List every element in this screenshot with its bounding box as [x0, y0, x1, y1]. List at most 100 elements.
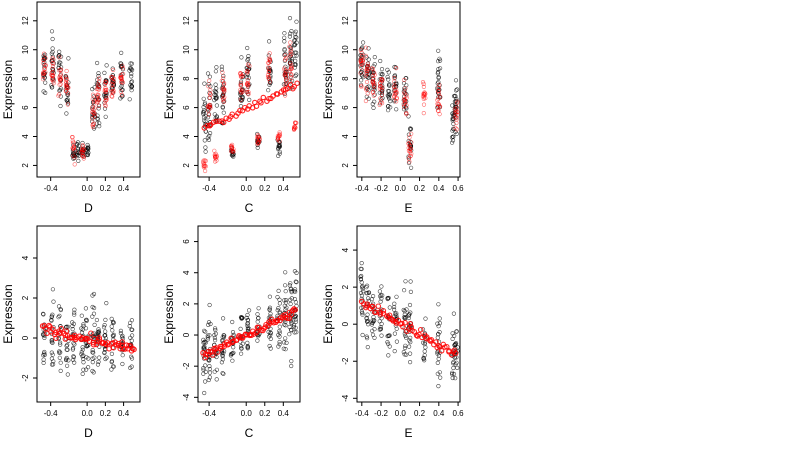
trend-point [219, 343, 225, 350]
data-point [436, 101, 441, 106]
data-point [83, 317, 89, 323]
data-point [453, 362, 458, 367]
trend-point [380, 308, 387, 314]
data-point [111, 332, 116, 338]
data-point [206, 137, 212, 142]
data-point [386, 295, 391, 301]
data-point [81, 147, 86, 152]
data-point [57, 77, 63, 82]
data-point [202, 390, 207, 396]
data-point [239, 351, 244, 356]
data-point [72, 162, 77, 167]
data-point [436, 324, 441, 329]
data-point [284, 69, 289, 74]
data-point [64, 84, 69, 89]
x-tick-label: 0.2 [100, 184, 112, 193]
data-point [277, 328, 282, 334]
data-point [288, 60, 293, 66]
trend-point [96, 336, 103, 343]
data-point [96, 87, 101, 92]
trend-point [262, 324, 268, 330]
x-tick-label: 0.4 [433, 409, 445, 418]
data-point [293, 58, 298, 64]
data-point [109, 82, 114, 87]
data-point [119, 76, 124, 81]
data-point [58, 368, 63, 374]
data-point [220, 354, 225, 359]
data-point [277, 324, 282, 329]
data-point [80, 347, 85, 352]
data-point [214, 367, 219, 372]
data-point [120, 81, 125, 86]
data-point [102, 333, 107, 338]
data-point [268, 326, 273, 331]
data-point [207, 370, 213, 375]
data-point [380, 293, 385, 298]
data-point [221, 110, 226, 115]
y-tick-label: -2 [21, 374, 30, 382]
data-point [403, 99, 408, 104]
data-point [454, 115, 459, 120]
data-point [64, 355, 69, 361]
data-point [91, 350, 96, 355]
data-point [451, 121, 456, 126]
data-point [80, 354, 85, 359]
trend-point [239, 335, 246, 341]
data-point [394, 90, 399, 95]
data-point [230, 319, 235, 325]
data-point [71, 146, 76, 151]
data-point [50, 46, 55, 51]
data-point [72, 307, 77, 312]
data-point [240, 315, 245, 320]
y-axis-title: Expression [321, 284, 335, 343]
data-point [64, 343, 69, 349]
trend-point [131, 346, 137, 353]
data-point [282, 48, 287, 53]
trend-point [438, 348, 445, 354]
data-point [58, 342, 63, 347]
trend-point [237, 107, 243, 114]
data-point [276, 332, 281, 338]
x-tick-label: 0.2 [100, 409, 112, 418]
data-point [385, 67, 390, 72]
data-point [56, 336, 61, 341]
data-point [245, 344, 250, 349]
data-point [435, 371, 440, 376]
data-point [288, 53, 293, 58]
data-point [406, 114, 411, 119]
data-point [50, 340, 55, 345]
data-point [64, 74, 69, 79]
y-tick-label: 8 [21, 76, 30, 81]
data-point [109, 74, 114, 79]
data-point [394, 99, 399, 104]
data-point [246, 56, 251, 62]
data-point [283, 51, 288, 57]
data-point [404, 93, 409, 98]
x-tick-label: 0.0 [395, 184, 407, 193]
data-point [81, 360, 86, 365]
data-point [239, 55, 244, 60]
data-point [394, 89, 399, 95]
data-point [58, 67, 64, 72]
data-point [451, 371, 457, 377]
data-point [245, 89, 250, 95]
data-point [364, 71, 369, 77]
data-point [266, 76, 271, 81]
data-point [109, 359, 115, 364]
data-point [283, 93, 288, 98]
data-point [50, 66, 55, 71]
data-point [358, 274, 363, 279]
data-point [91, 305, 97, 311]
trend-point [214, 349, 221, 355]
data-point [240, 341, 245, 346]
x-tick-label: 0.2 [259, 409, 271, 418]
data-point [110, 86, 116, 91]
data-point [363, 53, 368, 59]
data-point [95, 362, 101, 367]
data-point [206, 84, 211, 89]
data-point [408, 351, 413, 356]
data-point [378, 294, 383, 299]
data-point [454, 88, 459, 93]
trend-point [413, 332, 420, 339]
data-point [359, 78, 364, 83]
